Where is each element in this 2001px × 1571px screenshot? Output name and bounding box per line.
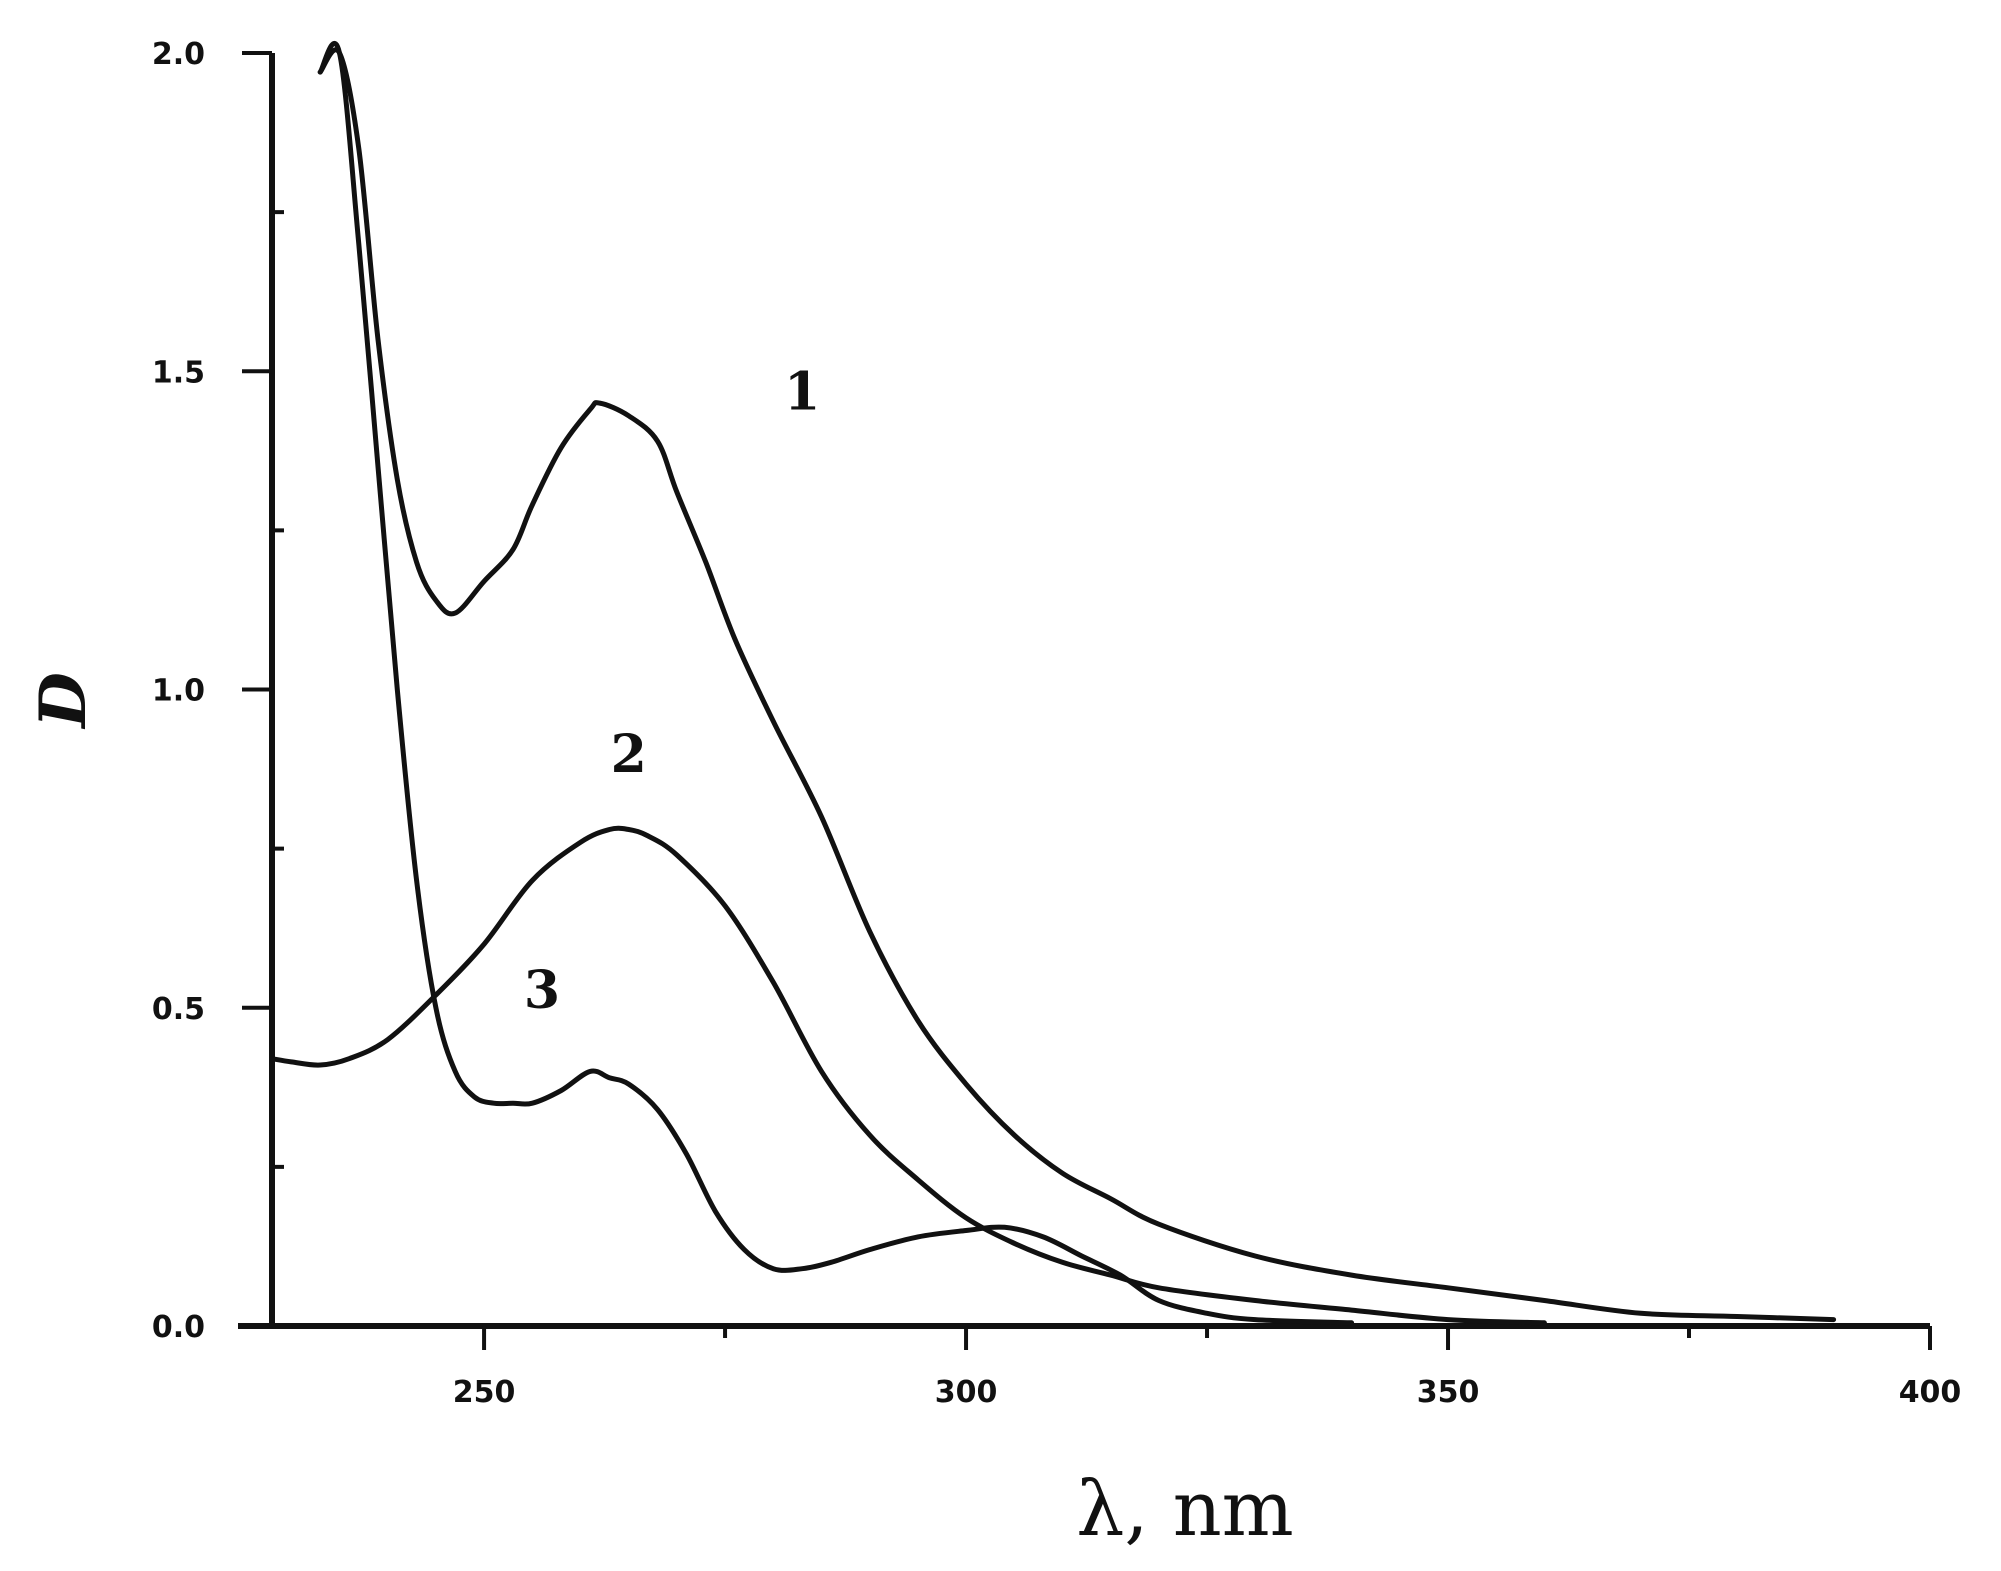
y-tick-label: 1.5 <box>152 355 205 390</box>
x-axis-title: λ, nm <box>1076 1464 1294 1553</box>
y-tick-label: 1.0 <box>152 674 205 709</box>
y-axis-title: D <box>26 672 101 730</box>
x-tick-label: 250 <box>453 1375 516 1410</box>
tick-labels: 0.0 0.5 1.0 1.5 2.0 250 300 350 400 <box>152 37 1961 1410</box>
tick-marks <box>242 51 1932 1350</box>
x-tick-label: 400 <box>1899 1375 1962 1410</box>
curve-label-3: 3 <box>524 960 560 1021</box>
y-tick-label: 0.5 <box>152 992 205 1027</box>
curve-2 <box>269 825 1547 1326</box>
curve-3 <box>317 41 1355 1326</box>
curve-labels: 1 2 3 <box>524 361 820 1020</box>
x-tick-label: 350 <box>1417 1375 1480 1410</box>
curve-1 <box>317 47 1837 1323</box>
curve-label-2: 2 <box>611 724 647 785</box>
axes <box>238 53 1930 1329</box>
spectrum-curves <box>269 41 1837 1326</box>
x-tick-label: 300 <box>935 1375 998 1410</box>
y-tick-label: 2.0 <box>152 37 205 72</box>
curve-label-1: 1 <box>784 361 820 422</box>
y-tick-label: 0.0 <box>152 1310 205 1345</box>
